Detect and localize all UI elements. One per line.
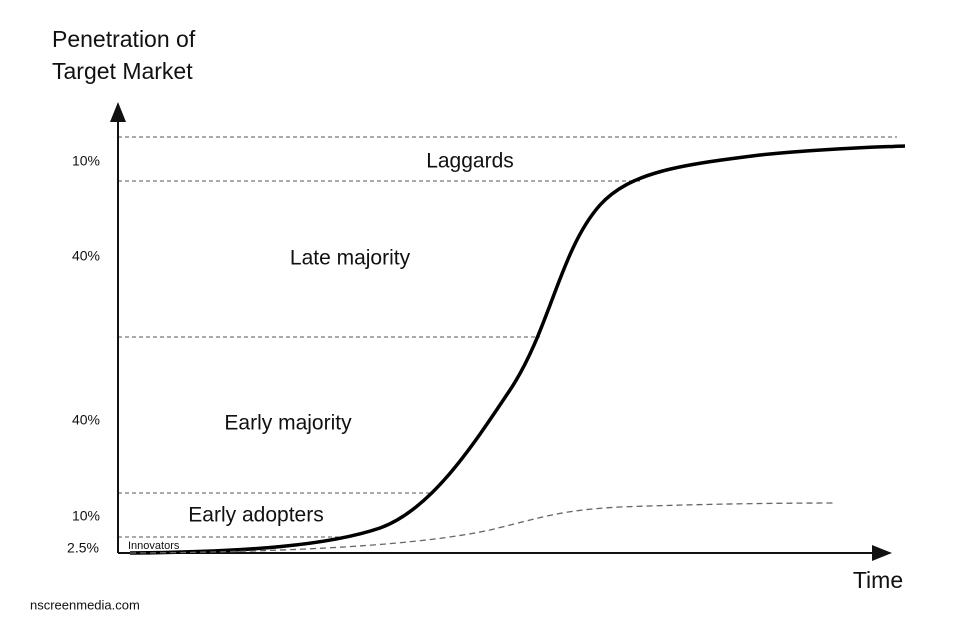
adoption-curve bbox=[129, 144, 906, 555]
segment-share: 10% bbox=[72, 153, 100, 169]
segment-boundaries bbox=[118, 136, 897, 538]
segment-label: Innovators bbox=[128, 540, 180, 552]
segment-label: Laggards bbox=[426, 150, 514, 173]
x-axis-label: Time bbox=[853, 567, 903, 593]
y-axis-label: Penetration of bbox=[52, 26, 196, 52]
source: nscreenmedia.com bbox=[30, 597, 140, 612]
segment-share: 2.5% bbox=[67, 540, 99, 556]
segment-label: Early adopters bbox=[188, 504, 323, 527]
segment-share: 40% bbox=[72, 412, 100, 428]
sales-curve bbox=[129, 502, 837, 554]
segment-share: 40% bbox=[72, 248, 100, 264]
segment-label: Early majority bbox=[224, 412, 352, 435]
segment-share: 10% bbox=[72, 508, 100, 524]
segment-label: Late majority bbox=[290, 247, 411, 270]
y-axis-label: Target Market bbox=[52, 58, 193, 84]
